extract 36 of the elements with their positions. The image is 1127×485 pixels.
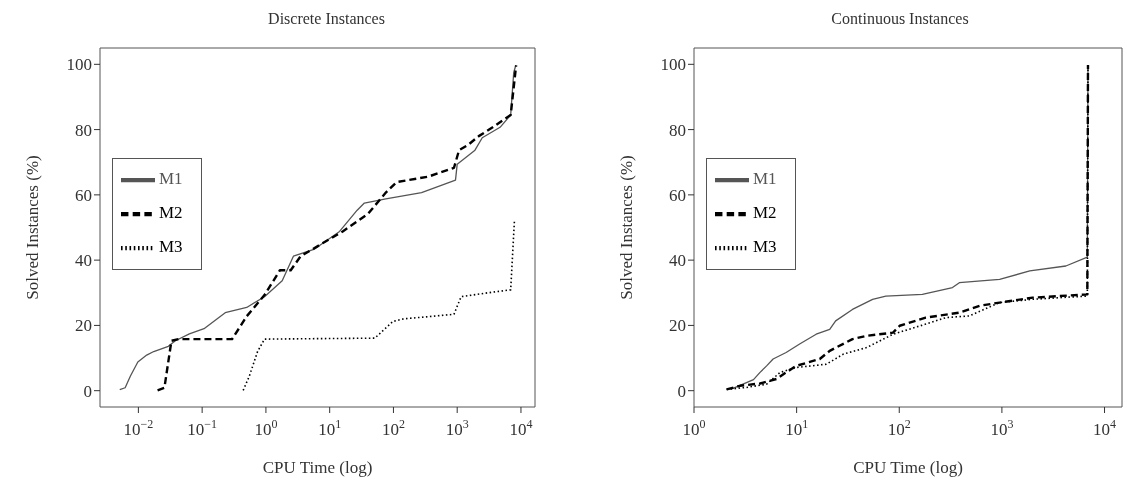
y-tick-label: 20 <box>75 316 92 336</box>
x-tick-label: 10$^{3}$ <box>445 417 469 439</box>
y-tick-label: 20 <box>669 316 686 336</box>
x-tick-label: 10$^{0}$ <box>682 417 706 439</box>
y-tick-label: 80 <box>669 120 686 140</box>
y-axis-title: Solved Instances (%) <box>23 155 43 300</box>
x-axis-title: CPU Time (log) <box>262 458 373 477</box>
y-tick-label: 40 <box>75 251 92 271</box>
x-tick-label: 10$^{4}$ <box>1093 417 1117 439</box>
y-tick-label: 100 <box>660 55 686 75</box>
chart-title: Continuous Instances <box>830 10 970 28</box>
x-tick-label: 10$^{2}$ <box>381 417 405 439</box>
x-tick-label: 10$^{−2}$ <box>123 417 154 439</box>
y-tick-label: 0 <box>83 381 92 401</box>
legend-label: M2 <box>159 203 183 223</box>
x-tick-label: 10$^{4}$ <box>509 417 533 439</box>
legend-label: M2 <box>753 203 777 223</box>
x-tick-label: 10$^{−1}$ <box>187 417 218 439</box>
legend-label: M3 <box>753 237 777 257</box>
x-tick-label: 10$^{3}$ <box>990 417 1014 439</box>
legend-label: M1 <box>753 169 777 189</box>
y-tick-label: 0 <box>677 381 686 401</box>
y-tick-label: 80 <box>75 120 92 140</box>
x-axis-title: CPU Time (log) <box>853 458 963 477</box>
x-tick-label: 10$^{2}$ <box>887 417 911 439</box>
x-tick-label: 10$^{1}$ <box>318 417 342 439</box>
y-tick-label: 60 <box>669 185 686 205</box>
y-axis-title: Solved Instances (%) <box>617 155 637 300</box>
y-tick-label: 60 <box>75 185 92 205</box>
legend-label: M1 <box>159 169 183 189</box>
y-tick-label: 100 <box>66 55 92 75</box>
x-tick-label: 10$^{1}$ <box>785 417 809 439</box>
y-tick-label: 40 <box>669 251 686 271</box>
chart-title: Discrete Instances <box>267 10 386 28</box>
legend-label: M3 <box>159 237 183 257</box>
x-tick-label: 10$^{0}$ <box>254 417 278 439</box>
